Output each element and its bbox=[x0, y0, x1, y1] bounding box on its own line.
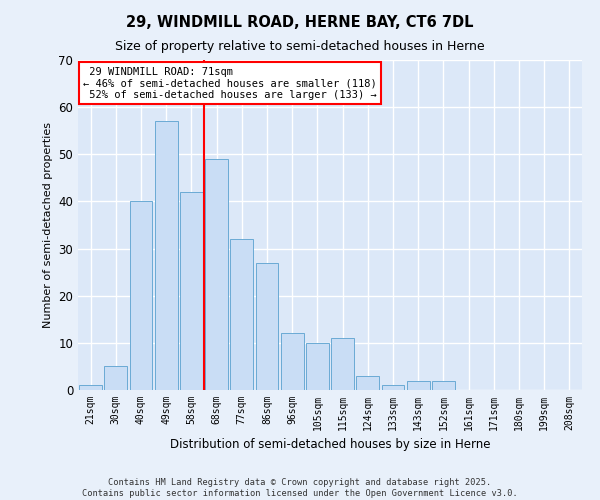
Bar bbox=[356, 376, 379, 390]
Bar bbox=[104, 366, 127, 390]
Bar bbox=[230, 239, 253, 390]
Text: Size of property relative to semi-detached houses in Herne: Size of property relative to semi-detach… bbox=[115, 40, 485, 53]
Bar bbox=[155, 122, 178, 390]
Bar bbox=[306, 343, 329, 390]
Bar bbox=[432, 380, 455, 390]
Bar bbox=[281, 334, 304, 390]
Y-axis label: Number of semi-detached properties: Number of semi-detached properties bbox=[43, 122, 53, 328]
Bar bbox=[180, 192, 203, 390]
Text: 29 WINDMILL ROAD: 71sqm
← 46% of semi-detached houses are smaller (118)
 52% of : 29 WINDMILL ROAD: 71sqm ← 46% of semi-de… bbox=[83, 66, 377, 100]
Bar bbox=[331, 338, 354, 390]
Bar bbox=[382, 386, 404, 390]
Bar bbox=[256, 262, 278, 390]
Bar bbox=[79, 386, 102, 390]
Text: Contains HM Land Registry data © Crown copyright and database right 2025.
Contai: Contains HM Land Registry data © Crown c… bbox=[82, 478, 518, 498]
Bar bbox=[407, 380, 430, 390]
Text: 29, WINDMILL ROAD, HERNE BAY, CT6 7DL: 29, WINDMILL ROAD, HERNE BAY, CT6 7DL bbox=[126, 15, 474, 30]
Bar bbox=[205, 159, 228, 390]
X-axis label: Distribution of semi-detached houses by size in Herne: Distribution of semi-detached houses by … bbox=[170, 438, 490, 452]
Bar bbox=[130, 202, 152, 390]
